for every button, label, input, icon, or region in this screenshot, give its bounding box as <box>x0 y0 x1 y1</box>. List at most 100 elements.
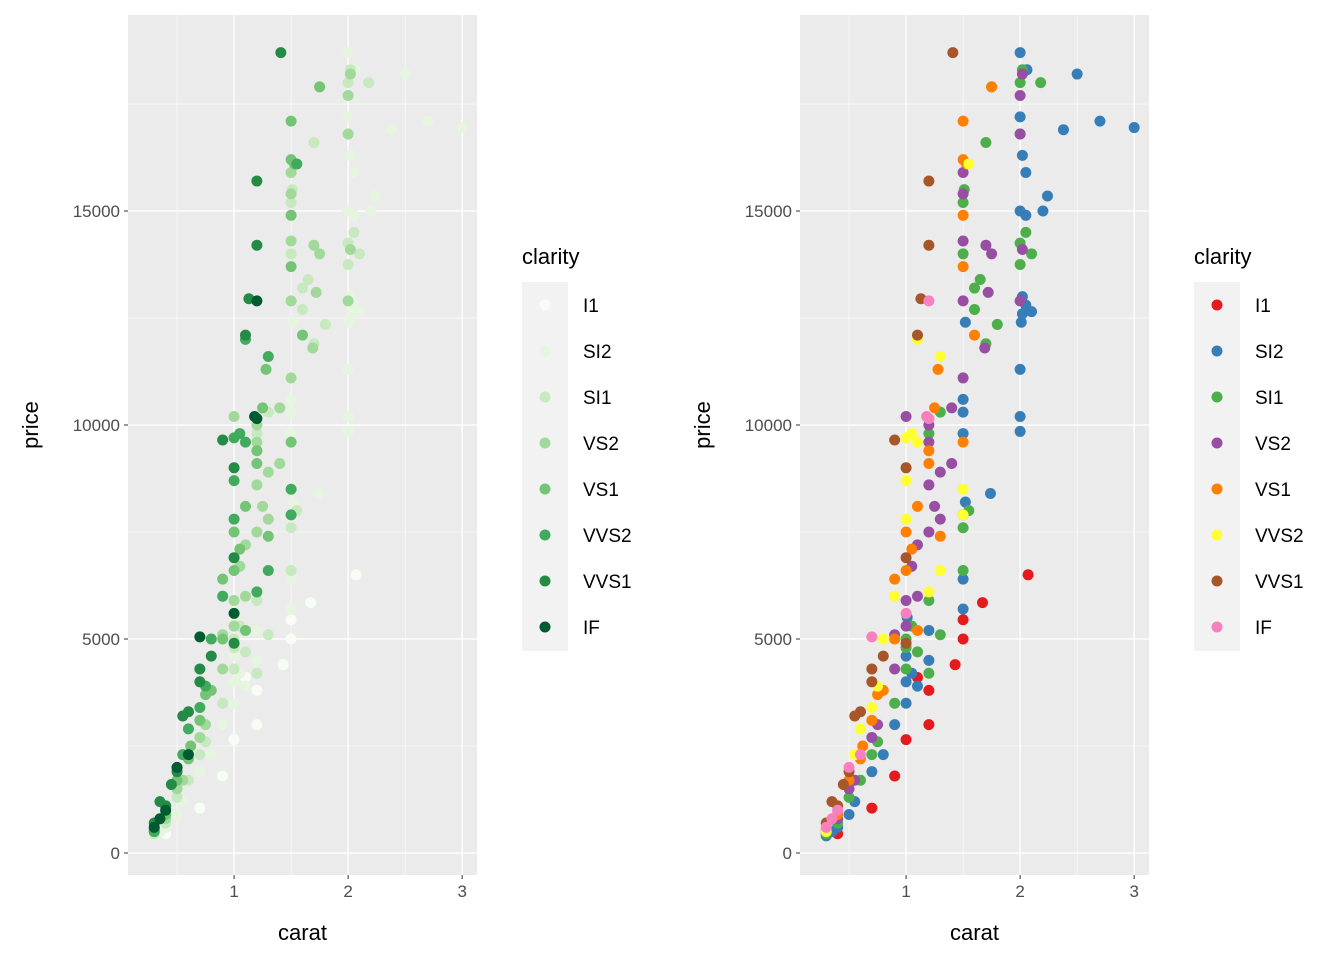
point-vs1 <box>906 543 918 555</box>
legend-key-si1 <box>539 391 551 403</box>
point-si1 <box>171 791 183 803</box>
legend-key-vs1 <box>539 483 551 495</box>
point-vs1 <box>957 115 969 127</box>
legend-label: VVS1 <box>583 572 632 593</box>
point-si2 <box>1071 68 1083 80</box>
point-vs1 <box>957 436 969 448</box>
point-vs1 <box>285 261 297 273</box>
y-tick-label: 10000 <box>745 416 792 435</box>
point-si2 <box>957 603 969 615</box>
point-si2 <box>251 654 263 666</box>
point-si1 <box>923 428 935 440</box>
legend-label: VVS2 <box>583 526 632 547</box>
point-vs1 <box>297 329 308 341</box>
point-si1 <box>1014 259 1026 271</box>
point-si2 <box>957 393 969 405</box>
point-i1 <box>277 659 289 671</box>
point-vvs2 <box>957 509 969 521</box>
point-si2 <box>205 749 217 761</box>
point-vvs1 <box>866 676 878 688</box>
point-if <box>843 761 855 773</box>
point-vvs2 <box>217 590 229 602</box>
y-tick-label: 5000 <box>754 630 792 649</box>
legend-key-si1 <box>1211 391 1223 403</box>
point-si2 <box>1041 190 1053 202</box>
point-si2 <box>1016 308 1028 320</box>
point-si1 <box>957 248 969 260</box>
point-si2 <box>1020 166 1032 178</box>
point-si2 <box>217 719 229 731</box>
point-vs2 <box>1014 128 1026 140</box>
point-si1 <box>308 137 320 149</box>
point-vs2 <box>285 372 297 384</box>
point-vs2 <box>344 244 356 256</box>
point-if <box>923 295 935 307</box>
point-vvs2 <box>251 586 263 598</box>
point-si2 <box>285 406 297 418</box>
legend-1: clarity I1 SI2 SI1 VS2 VS1 VVS2 VVS1 IF <box>522 244 632 651</box>
point-vs1 <box>262 530 274 542</box>
point-si2 <box>957 406 969 418</box>
legend-key-i1 <box>539 299 551 311</box>
point-si1 <box>342 259 354 271</box>
point-si2 <box>911 680 923 692</box>
point-si2 <box>1057 124 1069 136</box>
point-vs1 <box>228 526 240 538</box>
point-i1 <box>923 684 935 696</box>
point-vs2 <box>980 239 992 251</box>
point-vs2 <box>274 402 286 414</box>
legend-title: clarity <box>522 244 579 269</box>
point-vvs1 <box>900 637 912 649</box>
point-vs1 <box>986 81 998 93</box>
point-si2 <box>239 680 251 692</box>
point-si2 <box>900 676 912 688</box>
point-vs1 <box>900 565 912 577</box>
point-vs2 <box>1016 244 1028 256</box>
legend-label: VS1 <box>1255 480 1291 501</box>
point-vs2 <box>262 466 274 478</box>
point-si2 <box>343 316 355 328</box>
point-vs1 <box>923 458 935 470</box>
x-tick-label: 1 <box>229 882 238 901</box>
point-vs2 <box>946 402 958 414</box>
point-si2 <box>900 650 912 662</box>
legend-key-background <box>522 282 568 651</box>
legend-label: I1 <box>583 296 599 317</box>
point-i1 <box>228 734 240 746</box>
point-if <box>820 821 832 833</box>
point-vvs1 <box>923 175 935 187</box>
plot-panel-1: 1 2 3 0 5000 10000 15000 carat price <box>18 15 477 945</box>
point-if <box>900 607 912 619</box>
point-if <box>171 761 183 773</box>
point-vvs1 <box>837 779 849 791</box>
point-vs2 <box>194 731 206 743</box>
point-vs1 <box>217 573 229 585</box>
point-si2 <box>354 306 366 318</box>
point-vvs2 <box>906 428 918 440</box>
point-i1 <box>900 734 912 746</box>
point-vvs1 <box>217 434 229 446</box>
point-vs2 <box>866 731 878 743</box>
point-si2 <box>1014 47 1026 59</box>
point-vvs2 <box>205 633 217 645</box>
legend-key-vvs1 <box>539 575 551 587</box>
point-si2 <box>1037 205 1049 217</box>
point-si1 <box>1035 77 1047 89</box>
point-if <box>182 749 194 761</box>
point-si1 <box>342 77 354 89</box>
point-si2 <box>1026 306 1038 318</box>
legend-key-vs2 <box>1211 437 1223 449</box>
point-vs1 <box>251 458 263 470</box>
point-si2 <box>1014 410 1026 422</box>
point-si2 <box>344 149 356 161</box>
point-si2 <box>342 425 354 437</box>
y-tick-label: 15000 <box>73 202 120 221</box>
point-vs2 <box>251 436 263 448</box>
point-vs1 <box>911 500 923 512</box>
point-if <box>228 607 240 619</box>
point-si2 <box>342 111 354 123</box>
point-si1 <box>1026 248 1038 260</box>
legend-label: VS1 <box>583 480 619 501</box>
point-vvs2 <box>957 483 969 495</box>
legend-label: VVS1 <box>1255 572 1304 593</box>
